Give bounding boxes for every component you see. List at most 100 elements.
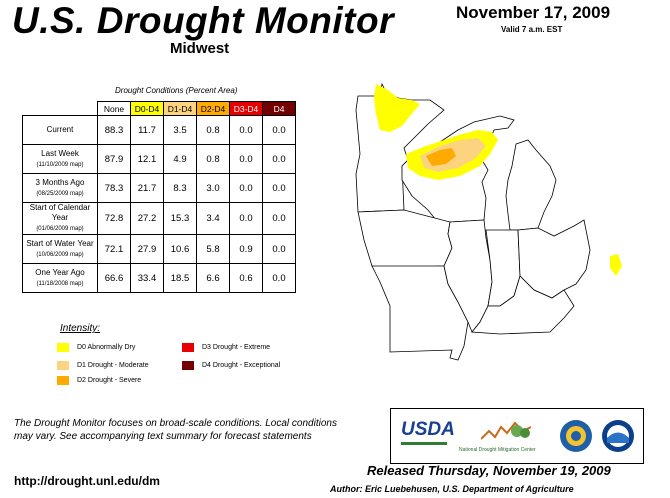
usda-logo-bar bbox=[401, 442, 447, 445]
ndmc-tree-icon bbox=[481, 421, 531, 440]
legend-item-d0: D0 Abnormally Dry bbox=[57, 343, 135, 352]
legend-label-d4: D4 Drought - Exceptional bbox=[202, 362, 281, 369]
region-name: Midwest bbox=[170, 40, 230, 57]
column-header-d3-d4: D3-D4 bbox=[229, 101, 263, 116]
table-cell: 78.3 bbox=[97, 173, 131, 203]
legend-label-d2: D2 Drought - Severe bbox=[77, 377, 142, 384]
table-cell: 15.3 bbox=[163, 202, 197, 235]
table-cell: 0.0 bbox=[262, 202, 296, 235]
noaa-logo-icon bbox=[602, 420, 634, 452]
table-cell: 0.0 bbox=[229, 202, 263, 235]
legend-swatch-d2 bbox=[57, 376, 69, 385]
row-label-date: (11/10/2009 map) bbox=[36, 161, 84, 168]
disclaimer-note: The Drought Monitor focuses on broad-sca… bbox=[14, 418, 337, 442]
table-cell: 3.4 bbox=[196, 202, 230, 235]
table-cell: 0.0 bbox=[262, 263, 296, 293]
legend-swatch-d0 bbox=[57, 343, 69, 352]
row-label-date: (11/18/2008 map) bbox=[36, 280, 84, 287]
table-cell: 0.9 bbox=[229, 234, 263, 264]
map-date: November 17, 2009 bbox=[456, 3, 611, 22]
table-cell: 3.5 bbox=[163, 115, 197, 145]
table-header-row: None D0-D4 D1-D4 D2-D4 D3-D4 D4 bbox=[23, 101, 296, 116]
table-cell: 0.6 bbox=[229, 263, 263, 293]
table-cell: 0.0 bbox=[262, 144, 296, 174]
table-cell: 0.0 bbox=[229, 173, 263, 203]
table-cell: 3.0 bbox=[196, 173, 230, 203]
table-row: Start of Calendar Year (01/06/2009 map) 72… bbox=[22, 202, 296, 235]
ndmc-logo: National Drought Mitigation Center bbox=[459, 447, 536, 453]
release-date: Released Thursday, November 19, 2009 bbox=[367, 463, 611, 478]
map-title: U.S. Drought Monitor bbox=[12, 0, 394, 41]
table-cell: 72.8 bbox=[97, 202, 131, 235]
table-cell: 0.0 bbox=[262, 115, 296, 145]
row-label: Start of Water Year (10/06/2009 map) bbox=[22, 234, 98, 264]
table-cell: 8.3 bbox=[163, 173, 197, 203]
row-label-date: (01/06/2009 map) bbox=[36, 226, 84, 232]
row-label: Start of Calendar Year (01/06/2009 map) bbox=[22, 202, 98, 235]
author-credit: Author: Eric Luebehusen, U.S. Department… bbox=[330, 484, 574, 494]
table-row: 3 Months Ago (08/25/2009 map) 78.3 21.7 8.3 3… bbox=[22, 173, 296, 203]
drought-monitor-url[interactable]: http://drought.unl.edu/dm bbox=[14, 474, 160, 488]
column-header-d2-d4: D2-D4 bbox=[196, 101, 230, 116]
legend-swatch-d4 bbox=[182, 361, 194, 370]
column-header-d1-d4: D1-D4 bbox=[163, 101, 197, 116]
table-cell: 0.0 bbox=[229, 115, 263, 145]
table-row: Last Week (11/10/2009 map) 87.9 12.1 4.9 0.8 0… bbox=[22, 144, 296, 174]
usda-logo: USDA bbox=[401, 419, 455, 440]
row-label: One Year Ago (11/18/2008 map) bbox=[22, 263, 98, 293]
table-cell: 27.9 bbox=[130, 234, 164, 264]
table-cell: 88.3 bbox=[97, 115, 131, 145]
legend-swatch-d1 bbox=[57, 361, 69, 370]
table-caption: Drought Conditions (Percent Area) bbox=[115, 86, 238, 95]
table-cell: 87.9 bbox=[97, 144, 131, 174]
table-cell: 0.8 bbox=[196, 115, 230, 145]
table-cell: 4.9 bbox=[163, 144, 197, 174]
row-label-text: 3 Months Ago bbox=[35, 177, 85, 187]
table-cell: 5.8 bbox=[196, 234, 230, 264]
legend-item-d4: D4 Drought - Exceptional bbox=[182, 361, 280, 370]
table-cell: 10.6 bbox=[163, 234, 197, 264]
legend-label-d0: D0 Abnormally Dry bbox=[77, 344, 136, 351]
table-corner bbox=[23, 102, 98, 116]
legend-item-d2: D2 Drought - Severe bbox=[57, 376, 141, 385]
column-header-none: None bbox=[97, 101, 131, 116]
midwest-drought-map bbox=[355, 82, 622, 361]
state-kentucky bbox=[471, 275, 575, 335]
table-cell: 0.8 bbox=[196, 144, 230, 174]
column-header-d0-d4: D0-D4 bbox=[130, 101, 164, 116]
table-cell: 66.6 bbox=[97, 263, 131, 293]
table-cell: 27.2 bbox=[130, 202, 164, 235]
row-label-text: Last Week bbox=[41, 148, 79, 158]
legend-label-d1: D1 Drought - Moderate bbox=[77, 362, 149, 369]
column-header-d4: D4 bbox=[262, 101, 296, 116]
legend-item-d1: D1 Drought - Moderate bbox=[57, 361, 149, 370]
table-cell: 33.4 bbox=[130, 263, 164, 293]
row-label-date: (08/25/2009 map) bbox=[36, 190, 84, 197]
row-label: Last Week (11/10/2009 map) bbox=[22, 144, 98, 174]
table-cell: 21.7 bbox=[130, 173, 164, 203]
sponsor-logos: USDA National Drought Mitigation Center bbox=[390, 408, 644, 464]
drought-d0-eastern-ohio bbox=[610, 254, 622, 276]
table-cell: 12.1 bbox=[130, 144, 164, 174]
row-label-date: (10/06/2009 map) bbox=[36, 251, 84, 258]
table-row: One Year Ago (11/18/2008 map) 66.6 33.4 18.5… bbox=[22, 263, 296, 293]
state-iowa bbox=[357, 209, 453, 269]
table-cell: 0.0 bbox=[262, 173, 296, 203]
table-cell: 11.7 bbox=[130, 115, 164, 145]
drought-conditions-table: None D0-D4 D1-D4 D2-D4 D3-D4 D4 Current 8… bbox=[22, 101, 296, 293]
table-cell: 18.5 bbox=[163, 263, 197, 293]
table-cell: 6.6 bbox=[196, 263, 230, 293]
table-row: Start of Water Year (10/06/2009 map) 72.1 2… bbox=[22, 234, 296, 264]
legend-item-d3: D3 Drought - Extreme bbox=[182, 343, 270, 352]
valid-time: Valid 7 a.m. EST bbox=[501, 25, 563, 34]
row-label-text: One Year Ago bbox=[35, 267, 85, 277]
table-cell: 72.1 bbox=[97, 234, 131, 264]
department-of-commerce-seal-icon bbox=[560, 420, 592, 452]
row-label: Current bbox=[22, 115, 98, 145]
row-label: 3 Months Ago (08/25/2009 map) bbox=[22, 173, 98, 203]
legend-swatch-d3 bbox=[182, 343, 194, 352]
legend-title: Intensity: bbox=[60, 323, 101, 334]
table-row: Current 88.3 11.7 3.5 0.8 0.0 0.0 bbox=[22, 115, 296, 145]
drought-d0-northeast-minnesota bbox=[374, 84, 420, 132]
row-label-text: Start of Water Year bbox=[26, 238, 94, 248]
